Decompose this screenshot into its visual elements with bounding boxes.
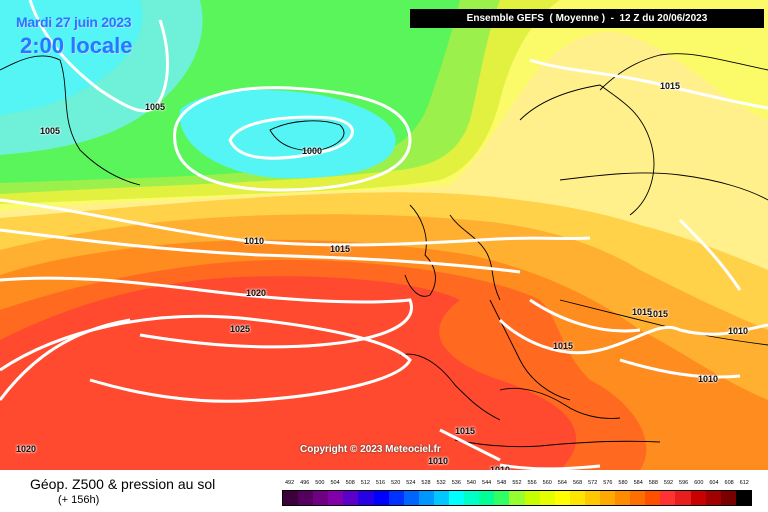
scale-color-swatch [449, 491, 465, 505]
scale-value-label: 592 [663, 480, 674, 486]
scale-value-label: 568 [572, 480, 583, 486]
scale-value-label: 524 [406, 480, 416, 486]
isobar-label: 1010 [728, 326, 749, 336]
forecast-lead-time: (+ 156h) [58, 494, 100, 506]
color-scale-labels: 492 496 500 504 508 512 516 520 524 528 532 536 540 5… [282, 480, 752, 490]
scale-value-label: 588 [648, 480, 658, 486]
scale-color-swatch [735, 491, 751, 505]
scale-value-label: 516 [375, 480, 386, 486]
scale-color-swatch [298, 491, 314, 505]
scale-color-swatch [494, 491, 510, 505]
scale-value-label: 596 [679, 480, 689, 486]
scale-value-label: 540 [466, 480, 477, 486]
scale-value-label: 508 [345, 480, 355, 486]
isobar-label: 1020 [246, 288, 267, 298]
scale-color-swatch [343, 491, 359, 505]
isobar-label: 1015 [648, 309, 669, 319]
scale-color-swatch [313, 491, 329, 505]
scale-value-label: 552 [512, 480, 522, 486]
isobar-label: 1025 [230, 324, 251, 334]
scale-value-label: 544 [482, 480, 492, 486]
z500-band-low-cyan [179, 90, 396, 179]
scale-value-label: 576 [603, 480, 613, 486]
scale-color-swatch [283, 491, 299, 505]
isobar-label: 1005 [145, 102, 166, 112]
z500-band-nw-aqua [0, 0, 203, 155]
scale-color-swatch [373, 491, 389, 505]
scale-color-swatch [524, 491, 540, 505]
scale-color-swatch [509, 491, 525, 505]
scale-color-swatch [403, 491, 419, 505]
chart-legend-title: Géop. Z500 & pression au sol [30, 476, 216, 492]
scale-value-label: 496 [300, 480, 310, 486]
scale-color-swatch [675, 491, 691, 505]
scale-color-swatch [418, 491, 434, 505]
scale-value-label: 548 [497, 480, 507, 486]
scale-value-label: 532 [436, 480, 446, 486]
scale-value-label: 564 [557, 480, 567, 486]
scale-color-swatch [599, 491, 616, 505]
run-info-banner: Ensemble GEFS ( Moyenne ) - 12 Z du 20/0… [410, 9, 764, 28]
weather-map [0, 0, 768, 470]
z500-band-nw-cyan [0, 0, 143, 115]
copyright-notice: Copyright © 2023 Meteociel.fr [300, 444, 441, 455]
isobar-label: 1010 [244, 236, 265, 246]
scale-value-label: 504 [330, 480, 340, 486]
coastlines [0, 53, 768, 448]
isobar-label: 1020 [16, 444, 37, 454]
isobar-label: 1010 [698, 374, 719, 384]
scale-value-label: 600 [694, 480, 704, 486]
isobar-label: 1000 [302, 146, 323, 156]
scale-color-swatch [645, 491, 661, 505]
scale-value-label: 528 [421, 480, 431, 486]
scale-value-label: 492 [284, 480, 295, 486]
scale-color-swatch [464, 491, 480, 505]
scale-value-label: 512 [360, 480, 370, 486]
scale-color-swatch [584, 491, 600, 505]
isobars [0, 0, 768, 470]
scale-color-swatch [433, 491, 450, 505]
scale-color-swatch [720, 491, 736, 505]
color-scale-bar [282, 490, 752, 506]
scale-color-swatch [615, 491, 631, 505]
scale-color-swatch [328, 491, 344, 505]
scale-color-swatch [358, 491, 374, 505]
scale-color-swatch [554, 491, 570, 505]
isobar-label: 1015 [455, 426, 476, 436]
scale-color-swatch [479, 491, 495, 505]
scale-color-swatch [690, 491, 706, 505]
scale-value-label: 572 [588, 480, 598, 486]
isobar-label: 1015 [660, 81, 681, 91]
scale-value-label: 604 [709, 480, 719, 486]
isobar-label: 1005 [40, 126, 61, 136]
scale-value-label: 536 [451, 480, 461, 486]
forecast-date: Mardi 27 juin 2023 [16, 14, 132, 30]
scale-value-label: 560 [542, 480, 552, 486]
scale-color-swatch [539, 491, 555, 505]
scale-color-swatch [388, 491, 404, 505]
isobar-label: 1015 [632, 307, 653, 317]
scale-value-label: 580 [618, 480, 628, 486]
scale-color-swatch [569, 491, 585, 505]
scale-value-label: 500 [315, 480, 325, 486]
scale-color-swatch [630, 491, 646, 505]
scale-color-swatch [660, 491, 676, 505]
scale-value-label: 584 [633, 480, 643, 486]
isobar-label: 1010 [428, 456, 449, 466]
isobar-label: 1015 [330, 244, 351, 254]
local-time: 2:00 locale [20, 33, 133, 58]
scale-value-label: 612 [739, 480, 749, 486]
scale-value-label: 608 [724, 480, 734, 486]
isobar-label: 1015 [553, 341, 574, 351]
scale-value-label: 520 [391, 480, 401, 486]
scale-color-swatch [705, 491, 721, 505]
scale-value-label: 556 [527, 480, 537, 486]
